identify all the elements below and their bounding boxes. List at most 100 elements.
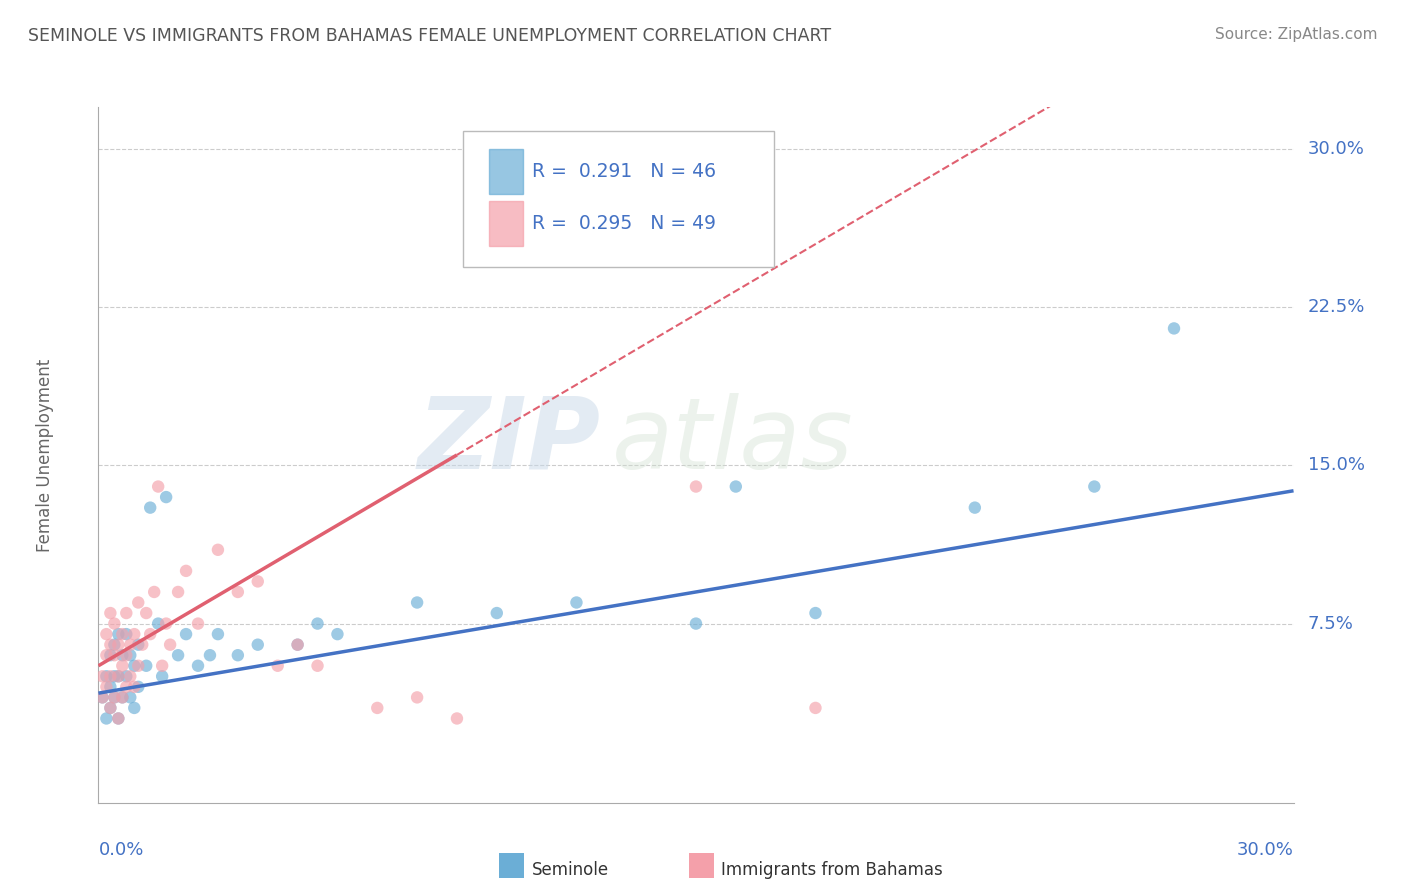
Point [485, 606, 508, 620]
Point [98, 669, 122, 683]
Point [103, 690, 125, 705]
Point [207, 627, 229, 641]
Text: 0.0%: 0.0% [98, 841, 143, 859]
Point [174, 627, 197, 641]
Point [287, 638, 309, 652]
Point [139, 627, 162, 641]
Point [91, 690, 114, 705]
Point [307, 616, 329, 631]
Text: 15.0%: 15.0% [1308, 457, 1365, 475]
Text: Seminole: Seminole [531, 861, 609, 879]
Point [96, 648, 118, 663]
Point [1083, 479, 1105, 493]
Point [91, 669, 114, 683]
Point [107, 711, 129, 725]
Point [139, 500, 162, 515]
Point [724, 479, 747, 493]
Point [124, 627, 146, 641]
Point [131, 638, 153, 652]
Point [1163, 321, 1185, 335]
Point [307, 658, 329, 673]
Point [111, 690, 134, 705]
Point [804, 606, 827, 620]
Point [98, 648, 122, 663]
Point [406, 595, 429, 609]
Point [115, 627, 138, 641]
Point [115, 606, 138, 620]
Point [120, 690, 142, 705]
Point [103, 616, 125, 631]
Point [155, 490, 177, 504]
Point [124, 680, 146, 694]
Bar [489, 149, 523, 194]
Point [107, 711, 129, 725]
Point [155, 616, 177, 631]
Text: 30.0%: 30.0% [1308, 140, 1365, 158]
Point [150, 658, 173, 673]
Point [111, 658, 134, 673]
Text: 30.0%: 30.0% [1237, 841, 1294, 859]
Bar [489, 201, 523, 246]
Point [120, 638, 142, 652]
Point [127, 658, 149, 673]
Point [198, 648, 221, 663]
Point [187, 616, 209, 631]
Text: SEMINOLE VS IMMIGRANTS FROM BAHAMAS FEMALE UNEMPLOYMENT CORRELATION CHART: SEMINOLE VS IMMIGRANTS FROM BAHAMAS FEMA… [28, 27, 831, 45]
Point [96, 711, 118, 725]
Point [103, 648, 125, 663]
Point [115, 680, 138, 694]
Point [127, 595, 149, 609]
Point [226, 648, 249, 663]
Point [804, 701, 827, 715]
Text: atlas: atlas [612, 392, 853, 490]
Text: Female Unemployment: Female Unemployment [35, 359, 53, 551]
Point [111, 627, 134, 641]
Point [326, 627, 349, 641]
Point [98, 701, 122, 715]
Text: Immigrants from Bahamas: Immigrants from Bahamas [721, 861, 943, 879]
Point [98, 606, 122, 620]
Text: 22.5%: 22.5% [1308, 298, 1365, 317]
Point [267, 658, 290, 673]
Point [135, 606, 157, 620]
Point [246, 638, 269, 652]
Point [366, 701, 388, 715]
Point [124, 658, 146, 673]
Text: 7.5%: 7.5% [1308, 615, 1354, 632]
Text: R =  0.295   N = 49: R = 0.295 N = 49 [533, 214, 716, 234]
Text: ZIP: ZIP [418, 392, 600, 490]
Point [127, 638, 149, 652]
Point [135, 658, 157, 673]
Point [111, 648, 134, 663]
Point [103, 690, 125, 705]
Point [207, 542, 229, 557]
Point [107, 627, 129, 641]
Point [446, 711, 468, 725]
Point [150, 669, 173, 683]
Point [127, 680, 149, 694]
Point [167, 648, 190, 663]
Point [963, 500, 986, 515]
Point [685, 616, 707, 631]
Point [226, 585, 249, 599]
Point [167, 585, 190, 599]
Point [246, 574, 269, 589]
Point [565, 595, 588, 609]
Point [120, 669, 142, 683]
Point [103, 669, 125, 683]
Point [148, 479, 170, 493]
FancyBboxPatch shape [463, 131, 773, 267]
Point [159, 638, 181, 652]
Text: Source: ZipAtlas.com: Source: ZipAtlas.com [1215, 27, 1378, 42]
Point [685, 479, 707, 493]
Point [98, 701, 122, 715]
Point [115, 669, 138, 683]
Point [96, 669, 118, 683]
Point [107, 669, 129, 683]
Point [107, 638, 129, 652]
Text: R =  0.291   N = 46: R = 0.291 N = 46 [533, 162, 716, 181]
Point [98, 638, 122, 652]
Point [111, 690, 134, 705]
Point [124, 701, 146, 715]
Point [406, 690, 429, 705]
